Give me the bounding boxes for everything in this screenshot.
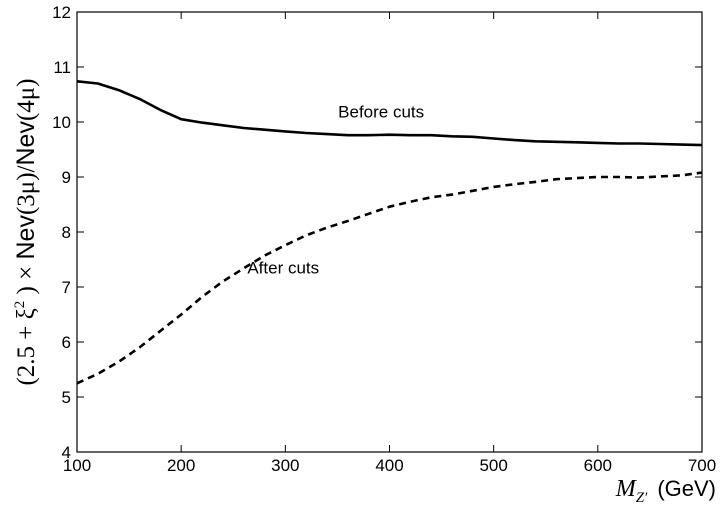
after-cuts-label: After cuts [247,258,319,277]
y-tick-label: 10 [52,113,71,132]
x-tick-label: 700 [688,456,716,475]
x-tick-label: 300 [271,456,299,475]
y-tick-label: 11 [53,58,71,77]
x-tick-label: 500 [479,456,507,475]
before-cuts-label: Before cuts [338,103,424,122]
x-tick-label: 600 [584,456,612,475]
after-cuts-line [76,171,703,385]
x-tick-label: 200 [167,456,195,475]
y-tick-label: 5 [62,388,71,407]
y-tick-label: 8 [62,223,71,242]
y-tick-label: 12 [52,3,71,22]
plot-frame [76,11,703,453]
y-axis-label: (2.5 + ξ2 ) × Nev(3μ)/Nev(4μ) [12,78,40,385]
y-tick-label: 4 [62,443,71,462]
x-axis-label: MZ′ (GeV) [615,476,716,506]
y-tick-label: 6 [62,333,71,352]
y-tick-label: 9 [62,168,71,187]
x-tick-label: 400 [375,456,403,475]
y-tick-label: 7 [62,278,71,297]
x-tick-label: 100 [63,456,91,475]
before-cuts-line [76,80,703,147]
